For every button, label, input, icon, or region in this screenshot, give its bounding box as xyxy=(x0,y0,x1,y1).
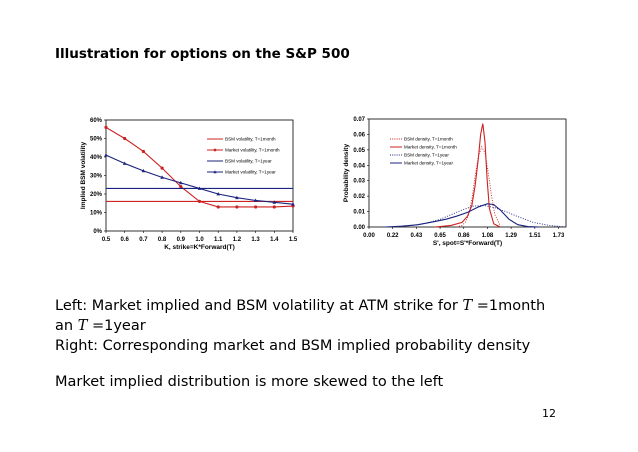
data-point xyxy=(253,198,258,202)
x-tick-label: 1.73 xyxy=(553,233,565,239)
legend-label: BSM volatility, T=1month xyxy=(225,137,276,142)
x-tick-label: 0.6 xyxy=(121,237,130,243)
caption-line-2: an T =1year xyxy=(55,318,146,334)
y-tick-label: 0.02 xyxy=(353,194,365,200)
y-tick-label: 0.05 xyxy=(353,148,365,154)
data-point xyxy=(272,205,276,209)
y-tick-label: 30% xyxy=(90,174,103,180)
y-tick-label: 60% xyxy=(90,118,103,124)
plot-area xyxy=(368,118,567,228)
data-point xyxy=(235,195,239,200)
data-point xyxy=(197,186,202,190)
y-tick-label: 10% xyxy=(90,211,103,217)
y-tick-label: 0.07 xyxy=(353,117,365,123)
legend-label: Market density, T=1month xyxy=(404,145,457,150)
y-tick-label: 40% xyxy=(90,155,103,161)
y-tick-label: 0.04 xyxy=(353,163,365,169)
x-tick-label: 1.29 xyxy=(505,233,517,239)
x-tick-label: 1.3 xyxy=(251,237,260,243)
x-tick-label: 1.5 xyxy=(289,237,298,243)
data-point xyxy=(272,200,277,204)
data-point xyxy=(104,125,108,129)
x-tick-label: 0.86 xyxy=(458,233,470,239)
y-tick-label: 20% xyxy=(90,192,103,198)
data-point xyxy=(141,168,146,173)
data-point xyxy=(291,202,295,206)
legend-label: BSM volatility, T=1year xyxy=(225,159,272,164)
data-point xyxy=(179,180,183,185)
y-tick-label: 0% xyxy=(93,229,102,235)
legend-label: Market density, T=1year xyxy=(404,161,453,166)
x-tick-label: 1.08 xyxy=(482,233,494,239)
caption-line-1: Left: Market implied and BSM volatility … xyxy=(55,298,546,314)
density-chart-svg: 0.00 0.01 0.02 0.03 0.04 0.05 0.06 0.07 0.00 0.22… xyxy=(343,117,567,247)
legend-label: BSM density, T=1month xyxy=(404,137,453,142)
series-line xyxy=(385,203,539,228)
y-tick-label: 50% xyxy=(90,137,103,143)
x-tick-label: 0.5 xyxy=(102,237,111,243)
density-chart: 0.00 0.01 0.02 0.03 0.04 0.05 0.06 0.07 0.00 0.22… xyxy=(337,113,574,260)
legend-marker xyxy=(213,148,217,152)
legend-label: Market volatility, T=1month xyxy=(225,148,280,153)
caption-line-3: Right: Corresponding market and BSM impl… xyxy=(55,338,531,354)
data-point xyxy=(160,175,164,179)
x-tick-label: 0.7 xyxy=(139,237,148,243)
y-tick-label: 0.06 xyxy=(353,132,365,138)
data-point xyxy=(160,166,164,170)
x-axis-label: K, strike=K*Forward(T) xyxy=(164,244,235,251)
x-axis-label: S', spot=S'*Forward(T) xyxy=(433,240,502,247)
data-point xyxy=(197,199,202,203)
y-tick-label: 0.03 xyxy=(353,179,365,185)
data-point xyxy=(104,153,108,157)
data-point xyxy=(254,205,258,209)
x-tick-label: 0.00 xyxy=(363,233,375,239)
data-point xyxy=(123,136,127,141)
legend-label: BSM density, T=1year xyxy=(404,153,449,158)
volatility-chart-svg: 0% 10% 20% 30% 40% 50% 60% 0.5 0.6 0.7 0.8 0.9 1.0 1.… xyxy=(80,118,298,251)
volatility-chart: 0% 10% 20% 30% 40% 50% 60% 0.5 0.6 0.7 0.8 0.9 1.0 1.… xyxy=(73,113,310,260)
x-tick-label: 0.9 xyxy=(177,237,186,243)
legend-label: Market volatility, T=1year xyxy=(225,170,276,175)
y-axis-label: Implied BSM volatility xyxy=(80,142,87,210)
plot-area xyxy=(105,119,294,232)
x-tick-label: 0.65 xyxy=(434,233,446,239)
data-point xyxy=(216,205,220,209)
x-tick-label: 1.2 xyxy=(233,237,242,243)
x-tick-label: 1.51 xyxy=(529,233,541,239)
legend-marker xyxy=(213,170,217,174)
page-number: 12 xyxy=(542,407,556,420)
data-point xyxy=(141,149,145,154)
data-point xyxy=(235,205,239,209)
slide-title: Illustration for options on the S&P 500 xyxy=(55,46,350,62)
x-tick-label: 0.8 xyxy=(158,237,167,243)
y-tick-label: 0.00 xyxy=(353,225,365,231)
x-tick-label: 0.22 xyxy=(387,233,399,239)
x-tick-label: 1.4 xyxy=(270,237,279,243)
data-point xyxy=(179,185,183,189)
caption-line-4: Market implied distribution is more skew… xyxy=(55,374,444,390)
x-tick-label: 1.1 xyxy=(214,237,223,243)
y-axis-label: Probability density xyxy=(343,144,350,203)
data-point xyxy=(122,161,127,165)
data-point xyxy=(216,192,220,196)
y-tick-label: 0.01 xyxy=(353,210,365,216)
x-tick-label: 1.0 xyxy=(195,237,204,243)
x-tick-label: 0.43 xyxy=(411,233,423,239)
